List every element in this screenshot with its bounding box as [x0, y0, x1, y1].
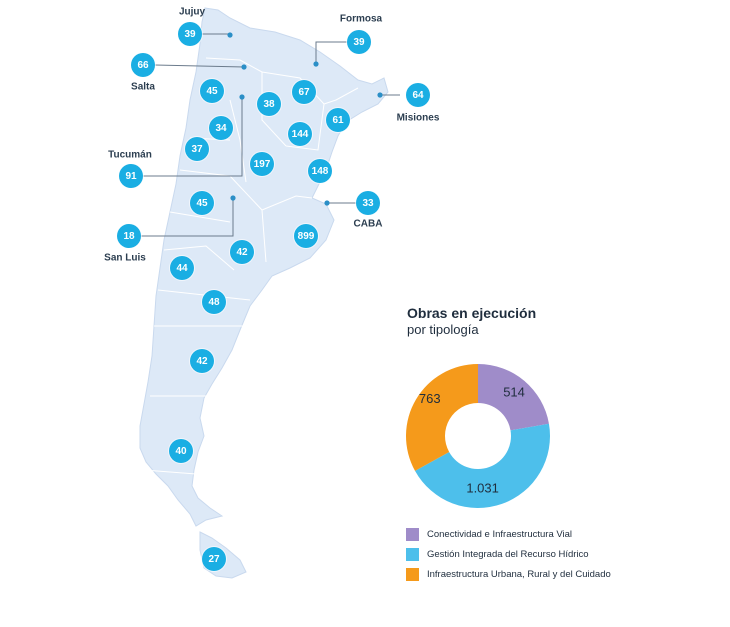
legend-swatch-urbana: [406, 567, 419, 581]
place-label-san-luis: San Luis: [104, 252, 146, 264]
donut-value-label-0: 514: [503, 385, 525, 400]
location-dot-formosa: [313, 61, 319, 67]
bubble-salta: 66: [131, 53, 155, 77]
donut-slice-0: [478, 364, 549, 431]
location-dot-san-luis: [230, 195, 236, 201]
province-border: [261, 71, 325, 105]
bubble-tierra-del-fuego: 27: [202, 547, 226, 571]
location-dot-salta: [241, 64, 247, 70]
place-label-formosa: Formosa: [339, 13, 383, 25]
bubble-jujuy: 39: [178, 22, 202, 46]
location-dot-jujuy: [227, 32, 233, 38]
bubble-mendoza: 45: [190, 191, 214, 215]
place-label-salta: Salta: [131, 81, 155, 93]
leader-line-tucuman: [143, 97, 243, 177]
place-label-misiones: Misiones: [396, 112, 440, 124]
legend-item-hidrico: Gestión Integrada del Recurso Hídrico: [406, 547, 611, 561]
legend-swatch-vial: [406, 527, 419, 541]
donut-legend: Conectividad e Infraestructura Vial Gest…: [406, 527, 611, 587]
bubble-formosa: 39: [347, 30, 371, 54]
place-label-tucuman: Tucumán: [108, 149, 152, 161]
province-border: [261, 195, 313, 211]
legend-label-hidrico: Gestión Integrada del Recurso Hídrico: [427, 548, 589, 560]
bubble-santa-cruz: 40: [169, 439, 193, 463]
bubble-santiago: 38: [257, 92, 281, 116]
bubble-la-pampa: 42: [230, 240, 254, 264]
bubble-corrientes: 61: [326, 108, 350, 132]
leader-line-san-luis: [141, 198, 234, 237]
bubble-caba: 33: [356, 191, 380, 215]
place-label-caba: CABA: [353, 218, 383, 230]
bubble-buenos-aires: 899: [294, 224, 318, 248]
donut-value-label-1: 1.031: [466, 480, 499, 495]
province-border: [285, 103, 325, 151]
leader-line-salta: [154, 64, 245, 68]
bubble-la-rioja: 34: [209, 116, 233, 140]
legend-item-vial: Conectividad e Infraestructura Vial: [406, 527, 611, 541]
province-border: [143, 469, 197, 475]
donut-slice-1: [415, 423, 550, 508]
province-border: [261, 209, 267, 263]
bubble-tucuman: 91: [119, 164, 143, 188]
donut-title: Obras en ejecución: [407, 305, 537, 321]
province-border: [261, 72, 287, 147]
bubble-neuquen: 44: [170, 256, 194, 280]
bubble-catamarca: 45: [200, 79, 224, 103]
map-leader-lines: [141, 32, 400, 237]
legend-label-urbana: Infraestructura Urbana, Rural y del Cuid…: [427, 568, 611, 580]
province-border: [163, 245, 235, 271]
legend-label-vial: Conectividad e Infraestructura Vial: [427, 528, 573, 540]
donut-slice-2: [406, 364, 478, 471]
bubble-chaco: 67: [292, 80, 316, 104]
leader-line-formosa: [315, 41, 347, 64]
province-border: [169, 211, 231, 223]
bubble-santa-fe: 144: [288, 122, 312, 146]
legend-item-urbana: Infraestructura Urbana, Rural y del Cuid…: [406, 567, 611, 581]
donut-value-label-2: 763: [419, 391, 441, 406]
legend-swatch-hidrico: [406, 547, 419, 561]
bubble-rio-negro: 48: [202, 290, 226, 314]
place-label-jujuy: Jujuy: [178, 6, 206, 18]
donut-subtitle: por tipología: [407, 322, 479, 337]
location-dot-tucuman: [239, 94, 245, 100]
bubble-entre-rios: 148: [308, 159, 332, 183]
province-border: [229, 99, 247, 183]
province-border: [205, 57, 263, 73]
bubble-misiones: 64: [406, 83, 430, 107]
province-border: [323, 87, 359, 105]
location-dot-caba: [324, 200, 330, 206]
bubble-cordoba: 197: [250, 152, 274, 176]
bubble-san-luis: 18: [117, 224, 141, 248]
location-dot-misiones: [377, 92, 383, 98]
donut-chart: 514 1.031 763: [406, 364, 550, 508]
bubble-san-juan: 37: [185, 137, 209, 161]
bubble-chubut: 42: [190, 349, 214, 373]
